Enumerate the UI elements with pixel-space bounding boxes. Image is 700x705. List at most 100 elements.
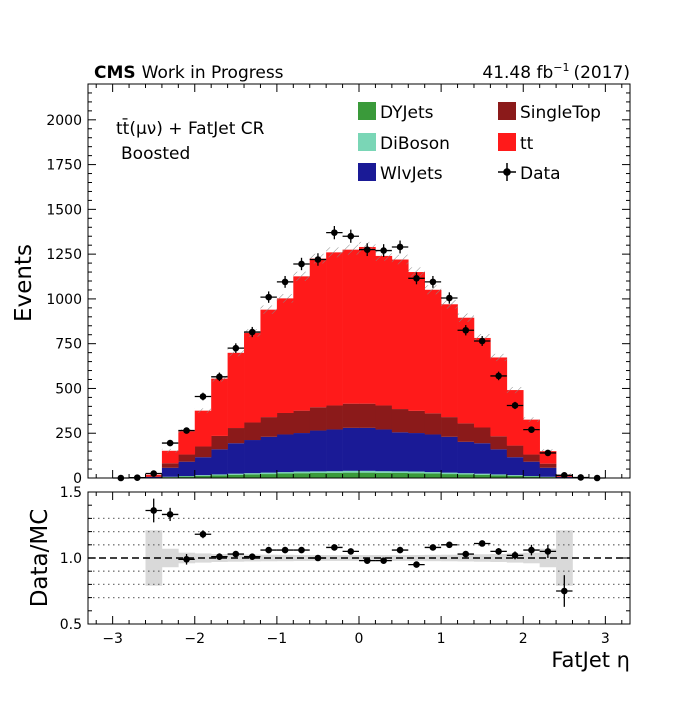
ratio-point-21 bbox=[495, 548, 502, 555]
legend-label-data: Data bbox=[520, 164, 561, 184]
mc-unc-7 bbox=[260, 305, 276, 313]
bar-wlvjets-15 bbox=[392, 432, 409, 471]
bar-diboson-3 bbox=[195, 475, 212, 476]
ratio-point-8 bbox=[282, 547, 289, 554]
bar-singletop-6 bbox=[244, 422, 261, 440]
mc-unc-22 bbox=[507, 387, 523, 393]
bar-wlvjets-20 bbox=[474, 443, 491, 473]
y-tick-label-6: 1500 bbox=[46, 202, 82, 218]
bar-singletop-19 bbox=[458, 423, 475, 441]
ratio-point-6 bbox=[249, 553, 256, 560]
ratio-point-23 bbox=[528, 547, 535, 554]
ratio-point-15 bbox=[397, 547, 404, 554]
legend-marker-data-dot bbox=[503, 168, 511, 176]
ratio-point-20 bbox=[479, 540, 486, 547]
bar-diboson-8 bbox=[277, 472, 294, 473]
bar-singletop-14 bbox=[375, 405, 392, 429]
ratio-point-11 bbox=[331, 544, 338, 551]
data-point-7 bbox=[233, 345, 240, 352]
ratio-point-0 bbox=[150, 507, 157, 514]
bar-singletop-23 bbox=[523, 455, 540, 462]
bar-diboson-7 bbox=[260, 473, 277, 474]
bar-dyjets-13 bbox=[359, 473, 376, 478]
ratio-point-17 bbox=[430, 544, 437, 551]
y-tick-label-1: 250 bbox=[55, 426, 82, 442]
legend-swatch-wlvjets bbox=[358, 163, 376, 181]
data-point-17 bbox=[397, 244, 404, 251]
bar-diboson-4 bbox=[211, 474, 228, 475]
region-label: tt̄(μν) + FatJet CR bbox=[116, 117, 265, 139]
ratio-point-1 bbox=[167, 511, 174, 518]
bar-singletop-20 bbox=[474, 427, 491, 443]
bar-wlvjets-11 bbox=[326, 429, 343, 471]
ratio-point-4 bbox=[216, 553, 223, 560]
bar-tt-5 bbox=[228, 353, 245, 428]
bar-wlvjets-18 bbox=[441, 437, 458, 473]
bar-dyjets-18 bbox=[441, 474, 458, 478]
bar-dyjets-14 bbox=[375, 473, 392, 478]
mc-unc-12 bbox=[343, 245, 359, 255]
bar-diboson-19 bbox=[458, 473, 475, 474]
bar-singletop-17 bbox=[425, 413, 442, 434]
bar-wlvjets-24 bbox=[540, 468, 557, 477]
bar-singletop-11 bbox=[326, 405, 343, 429]
bar-tt-15 bbox=[392, 260, 409, 410]
bar-tt-14 bbox=[375, 256, 392, 406]
ratio-point-19 bbox=[462, 551, 469, 558]
bar-wlvjets-21 bbox=[490, 449, 507, 474]
y-tick-label-4: 1000 bbox=[46, 292, 82, 308]
mc-unc-19 bbox=[458, 314, 474, 322]
bar-singletop-15 bbox=[392, 409, 409, 432]
y-tick-label-3: 750 bbox=[55, 337, 82, 353]
bar-wlvjets-23 bbox=[523, 462, 540, 476]
bar-singletop-7 bbox=[260, 417, 277, 437]
data-point-22 bbox=[479, 338, 486, 345]
legend-swatch-singletop bbox=[498, 102, 516, 120]
bar-singletop-10 bbox=[310, 407, 327, 430]
bar-tt-9 bbox=[293, 276, 310, 410]
bar-dyjets-16 bbox=[408, 473, 425, 478]
bar-diboson-15 bbox=[392, 471, 409, 473]
bar-diboson-14 bbox=[375, 471, 392, 473]
bar-diboson-23 bbox=[523, 476, 540, 477]
data-point-4 bbox=[183, 427, 190, 434]
ratio-point-14 bbox=[380, 557, 387, 564]
ratio-point-2 bbox=[183, 556, 190, 563]
bar-wlvjets-13 bbox=[359, 428, 376, 471]
bar-tt-4 bbox=[211, 379, 228, 436]
bar-tt-20 bbox=[474, 338, 491, 428]
mc-unc-1 bbox=[162, 449, 178, 453]
bar-dyjets-17 bbox=[425, 474, 442, 478]
x-tick-label-5: 2 bbox=[519, 631, 528, 647]
data-point-9 bbox=[265, 294, 272, 301]
ratio-point-5 bbox=[233, 551, 240, 558]
x-tick-label-0: −3 bbox=[102, 631, 123, 647]
bar-diboson-22 bbox=[507, 475, 524, 476]
bar-dyjets-9 bbox=[293, 473, 310, 478]
bar-wlvjets-1 bbox=[162, 468, 179, 477]
mc-unc-8 bbox=[277, 294, 293, 303]
bar-wlvjets-7 bbox=[260, 437, 277, 473]
bar-singletop-3 bbox=[195, 446, 212, 457]
ratio-point-3 bbox=[200, 531, 207, 538]
data-point-15 bbox=[364, 246, 371, 253]
bar-tt-3 bbox=[195, 411, 212, 447]
legend-swatch-dyjets bbox=[358, 102, 376, 120]
x-axis-label: FatJet η bbox=[551, 648, 630, 672]
legend-label-singletop: SingleTop bbox=[520, 103, 601, 123]
x-tick-label-3: 0 bbox=[355, 631, 364, 647]
bar-singletop-5 bbox=[228, 428, 245, 443]
bar-dyjets-15 bbox=[392, 473, 409, 478]
bar-wlvjets-22 bbox=[507, 457, 524, 475]
x-tick-label-4: 1 bbox=[437, 631, 446, 647]
bar-diboson-9 bbox=[293, 472, 310, 474]
bar-wlvjets-5 bbox=[228, 443, 245, 473]
ratio-y-axis-label: Data/MC bbox=[27, 509, 53, 608]
ratio-y-tick-label-1: 1.0 bbox=[60, 551, 82, 567]
bar-wlvjets-8 bbox=[277, 434, 294, 472]
bar-wlvjets-3 bbox=[195, 457, 212, 475]
data-point-8 bbox=[249, 329, 256, 336]
bar-dyjets-12 bbox=[343, 473, 360, 478]
legend-label-tt: tt bbox=[520, 134, 534, 154]
bar-singletop-21 bbox=[490, 436, 507, 449]
